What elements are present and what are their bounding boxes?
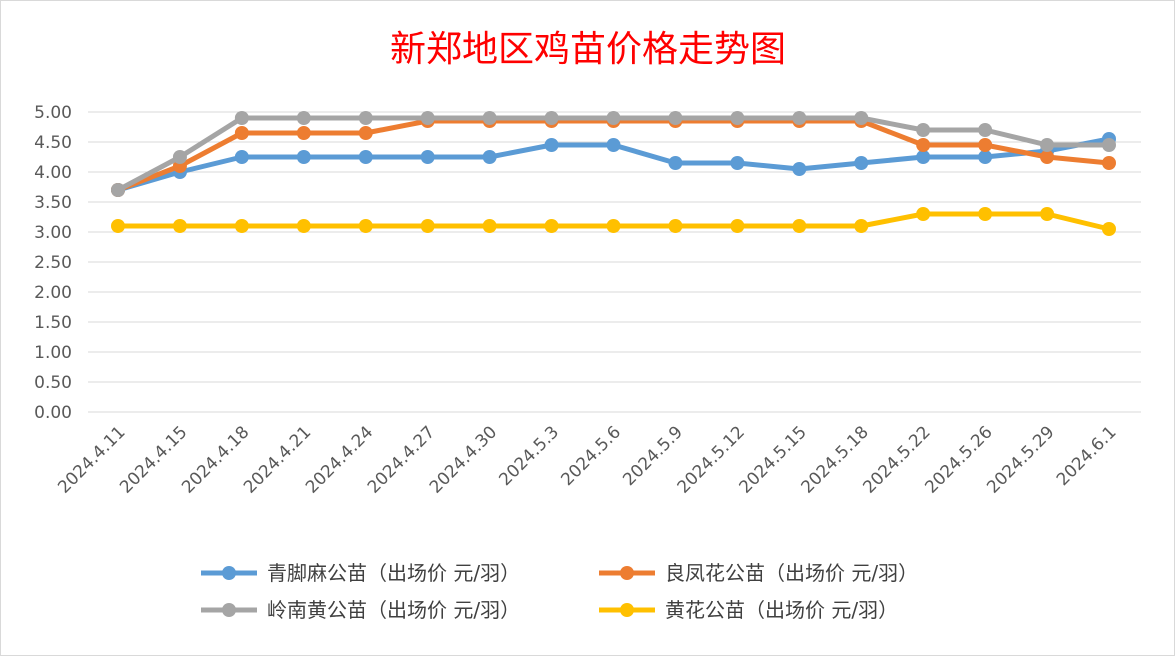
data-point — [730, 219, 745, 233]
data-point — [792, 219, 807, 233]
legend-item: 黄花公苗（出场价 元/羽） — [599, 598, 898, 622]
data-point — [358, 126, 373, 140]
y-tick-label: 4.50 — [34, 133, 72, 153]
data-point — [544, 219, 559, 233]
data-point — [606, 138, 621, 152]
data-point — [420, 111, 435, 125]
data-point — [234, 219, 249, 233]
y-tick-label: 2.50 — [34, 253, 72, 273]
data-point — [482, 219, 497, 233]
y-tick-label: 0.00 — [34, 403, 72, 423]
data-point — [296, 126, 311, 140]
data-point — [854, 111, 869, 125]
data-point — [234, 126, 249, 140]
legend-item: 良凤花公苗（出场价 元/羽） — [599, 561, 918, 585]
series-4 — [111, 207, 1116, 236]
data-point — [111, 183, 125, 197]
data-point — [172, 219, 187, 233]
x-tick-label: 2024.5.29 — [983, 422, 1058, 497]
x-tick-label: 2024.6.1 — [1053, 422, 1121, 490]
x-tick-label: 2024.4.30 — [426, 422, 501, 497]
x-tick-label: 2024.5.3 — [495, 422, 563, 490]
y-axis-ticks: 0.00 0.50 1.00 1.50 2.00 2.50 3.00 3.50 4.00 4.50… — [34, 103, 72, 423]
data-point — [544, 138, 559, 152]
data-point — [668, 156, 683, 170]
x-tick-label: 2024.5.6 — [557, 422, 625, 490]
legend-label: 岭南黄公苗（出场价 元/羽） — [267, 598, 520, 622]
data-point — [296, 150, 311, 164]
data-point — [296, 111, 311, 125]
legend-swatch-marker — [620, 603, 634, 617]
data-point — [1102, 156, 1116, 170]
data-point — [854, 156, 869, 170]
data-point — [172, 150, 187, 164]
data-point — [916, 150, 931, 164]
data-point — [482, 111, 497, 125]
series-lines — [111, 111, 1116, 236]
data-point — [978, 123, 993, 137]
y-tick-label: 0.50 — [34, 373, 72, 393]
data-point — [916, 138, 931, 152]
data-point — [792, 162, 807, 176]
data-point — [234, 111, 249, 125]
data-point — [916, 123, 931, 137]
y-tick-label: 2.00 — [34, 283, 72, 303]
grid-lines — [88, 111, 1141, 413]
data-point — [296, 219, 311, 233]
legend-label: 青脚麻公苗（出场价 元/羽） — [267, 561, 520, 585]
data-point — [358, 111, 373, 125]
data-point — [668, 111, 683, 125]
legend-label: 黄花公苗（出场价 元/羽） — [665, 598, 898, 622]
series-3 — [111, 111, 1116, 197]
data-point — [111, 219, 125, 233]
data-point — [544, 111, 559, 125]
y-tick-label: 1.50 — [34, 313, 72, 333]
data-point — [916, 207, 931, 221]
y-tick-label: 3.00 — [34, 223, 72, 243]
data-point — [606, 111, 621, 125]
data-point — [1040, 150, 1055, 164]
data-point — [978, 207, 993, 221]
data-point — [420, 150, 435, 164]
legend-item: 岭南黄公苗（出场价 元/羽） — [201, 598, 520, 622]
data-point — [668, 219, 683, 233]
legend-swatch-marker — [620, 566, 634, 580]
data-point — [606, 219, 621, 233]
data-point — [978, 138, 993, 152]
y-tick-label: 5.00 — [34, 103, 72, 123]
legend-swatch-marker — [222, 566, 236, 580]
legend-item: 青脚麻公苗（出场价 元/羽） — [201, 561, 520, 585]
data-point — [234, 150, 249, 164]
y-tick-label: 3.50 — [34, 193, 72, 213]
y-tick-label: 4.00 — [34, 163, 72, 183]
data-point — [1102, 222, 1116, 236]
data-point — [978, 150, 993, 164]
data-point — [1040, 207, 1055, 221]
data-point — [730, 156, 745, 170]
data-point — [730, 111, 745, 125]
series-line — [115, 115, 1112, 193]
legend-swatch-marker — [222, 603, 236, 617]
data-point — [358, 150, 373, 164]
data-point — [854, 219, 869, 233]
data-point — [792, 111, 807, 125]
legend-label: 良凤花公苗（出场价 元/羽） — [665, 561, 918, 585]
chart-title: 新郑地区鸡苗价格走势图 — [390, 29, 786, 70]
legend: 青脚麻公苗（出场价 元/羽） 良凤花公苗（出场价 元/羽） 岭南黄公苗（出场价 元/… — [201, 561, 918, 622]
data-point — [358, 219, 373, 233]
x-axis-ticks: 2024.4.112024.4.152024.4.182024.4.212024… — [54, 422, 1120, 497]
data-point — [482, 150, 497, 164]
data-point — [1102, 138, 1116, 152]
data-point — [420, 219, 435, 233]
data-point — [1040, 138, 1055, 152]
y-tick-label: 1.00 — [34, 343, 72, 363]
